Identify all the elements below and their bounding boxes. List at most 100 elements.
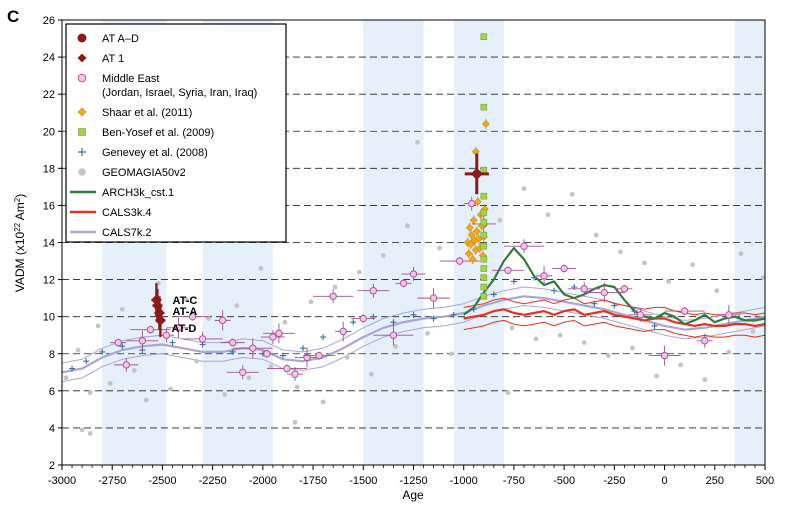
- model-curves: [61, 247, 766, 383]
- plot-frame: [61, 19, 766, 466]
- at1-point: [470, 167, 483, 180]
- middle-east-point: [315, 351, 323, 360]
- x-tick-label: -1000: [450, 475, 478, 487]
- geomagia-point: [119, 306, 125, 312]
- ben-yosef-point: [480, 274, 488, 282]
- geomagia-point: [617, 249, 623, 255]
- geomagia-point: [107, 381, 113, 386]
- middle-east-point: [188, 312, 197, 321]
- genevey-point: [450, 311, 457, 318]
- geomagia-point: [449, 351, 455, 357]
- geomagia-point: [393, 343, 398, 349]
- geomagia-point: [344, 355, 350, 360]
- middle-east-point: [329, 292, 337, 300]
- middle-east-point: [369, 287, 378, 295]
- middle-east-point: [660, 351, 669, 360]
- geomagia-point: [425, 330, 430, 336]
- geomagia-point: [268, 364, 274, 370]
- legend-marker: [78, 128, 86, 136]
- legend-label: CALS3k.4: [102, 207, 152, 219]
- middle-east-point: [146, 325, 155, 334]
- geomagia-point: [654, 373, 659, 379]
- genevey-point: [390, 319, 397, 326]
- legend-marker: [77, 107, 87, 117]
- legend-marker: [78, 148, 86, 156]
- geomagia-point: [581, 340, 587, 346]
- y-tick-label: 4: [49, 423, 55, 435]
- geomagia-point: [750, 329, 756, 334]
- geomagia-point: [79, 427, 85, 433]
- shaar-point: [481, 119, 490, 128]
- middle-east-point: [455, 257, 464, 265]
- genevey-point: [279, 352, 286, 359]
- genevey-point: [591, 300, 598, 307]
- middle-east-point: [229, 338, 237, 347]
- genevey-point: [611, 302, 618, 309]
- x-tick-label: -1750: [299, 475, 327, 487]
- middle-east-point: [138, 337, 147, 345]
- middle-east-point: [263, 350, 271, 358]
- at-ad-point: [152, 295, 161, 304]
- geomagia-point: [87, 390, 93, 396]
- cals3k-curve-envelope: [463, 319, 766, 338]
- y-axis-title-main: VADM (x10: [13, 231, 27, 292]
- cals7k-curve-envelope: [61, 286, 766, 364]
- ben-yosef-point: [480, 33, 488, 40]
- genevey-point: [651, 322, 658, 329]
- geomagia-point: [168, 386, 173, 392]
- geomagia-point: [206, 316, 212, 321]
- geomagia-point: [75, 347, 81, 353]
- geomagia-point: [714, 288, 720, 294]
- geomagia-point: [368, 371, 374, 377]
- middle-east-point: [680, 307, 689, 315]
- legend-label: ARCH3k_cst.1: [102, 187, 174, 199]
- ben-yosef-point: [480, 231, 488, 239]
- shaar-point: [472, 227, 481, 236]
- x-tick-label: 500: [756, 475, 774, 487]
- legend-marker: [77, 33, 87, 43]
- middle-east-point: [504, 266, 512, 275]
- y-tick-label: 8: [49, 349, 55, 361]
- y-axis-title-unit: Am: [13, 202, 27, 223]
- legend-marker: [77, 73, 87, 83]
- ben-yosef-point: [480, 166, 488, 174]
- y-tick-label: 22: [43, 89, 55, 101]
- ben-yosef-point: [480, 292, 488, 300]
- y-tick-label: 6: [49, 386, 55, 398]
- shaar-point: [467, 231, 476, 240]
- middle-east-point: [725, 311, 733, 319]
- geomagia-point: [437, 245, 443, 251]
- geomagia-point: [95, 323, 101, 329]
- middle-east-point: [468, 199, 476, 208]
- genevey-point: [350, 319, 357, 326]
- x-tick-label: -500: [553, 475, 575, 487]
- shaar-point: [468, 255, 477, 264]
- geomagia-point: [282, 319, 288, 325]
- geomagia-point: [415, 139, 420, 145]
- middle-east-point: [239, 368, 247, 376]
- middle-east-point: [162, 331, 171, 339]
- geomagia-point: [356, 269, 362, 275]
- middle-east-point: [218, 316, 227, 325]
- legend: AT A–D AT 1 Middle East (Jordan, Israel, Sy…: [65, 23, 287, 243]
- middle-east-point: [701, 337, 709, 345]
- middle-east-point: [389, 331, 398, 339]
- y-tick-label: 20: [43, 126, 55, 138]
- x-tick-label: -2000: [249, 475, 277, 487]
- shaar-point: [465, 223, 474, 232]
- middle-east-point: [122, 361, 130, 369]
- middle-east-point: [580, 285, 588, 293]
- genevey-point: [83, 358, 90, 365]
- middle-east-point: [174, 324, 183, 332]
- ben-yosef-point: [480, 283, 488, 291]
- geomagia-point: [666, 279, 671, 284]
- middle-east-point: [636, 311, 645, 319]
- geomagia-point: [702, 377, 708, 383]
- annotation-label: AT-D: [171, 323, 196, 335]
- x-tick-label: -2250: [199, 475, 227, 487]
- at-ad-point: [156, 316, 165, 325]
- middle-east-point: [275, 329, 283, 338]
- ben-yosef-point: [480, 242, 488, 250]
- annotation-label: AT-A: [172, 306, 197, 318]
